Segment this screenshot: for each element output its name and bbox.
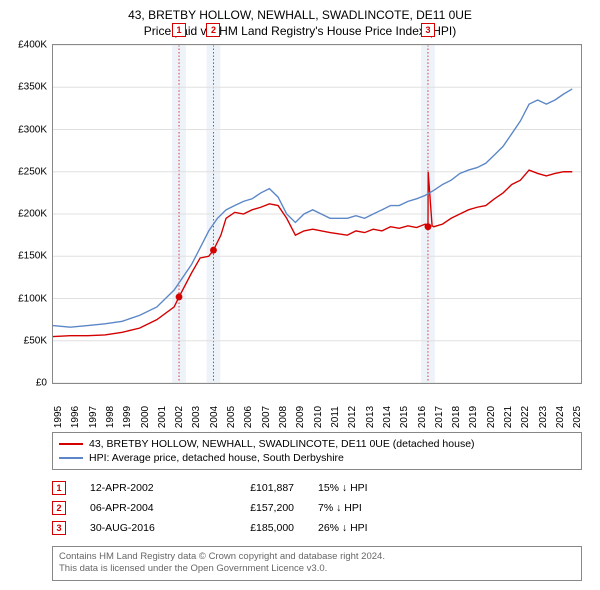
footer-box: Contains HM Land Registry data © Crown c… [52,546,582,581]
x-tick-label: 2002 [174,406,185,428]
y-tick-label: £100K [18,293,47,304]
y-tick-label: £350K [18,82,47,93]
x-tick-label: 2015 [399,406,410,428]
sale-marker-flag: 1 [172,23,186,37]
x-tick-label: 2023 [538,406,549,428]
sale-diff: 15% ↓ HPI [318,482,408,494]
y-tick-label: £150K [18,251,47,262]
sale-row: 1 12-APR-2002 £101,887 15% ↓ HPI [52,478,582,498]
sales-table: 1 12-APR-2002 £101,887 15% ↓ HPI2 06-APR… [52,478,582,538]
x-tick-label: 2007 [261,406,272,428]
legend-label: 43, BRETBY HOLLOW, NEWHALL, SWADLINCOTE,… [89,438,475,450]
x-tick-label: 2011 [330,406,341,428]
legend-box: 43, BRETBY HOLLOW, NEWHALL, SWADLINCOTE,… [52,432,582,470]
x-tick-label: 2004 [209,406,220,428]
x-tick-label: 2021 [503,406,514,428]
x-tick-label: 1996 [70,406,81,428]
x-tick-label: 2025 [572,406,583,428]
title-line2: Price paid vs. HM Land Registry's House … [10,24,590,38]
x-tick-label: 2000 [140,406,151,428]
footer-line1: Contains HM Land Registry data © Crown c… [59,551,575,563]
y-tick-label: £0 [36,378,47,389]
legend-label: HPI: Average price, detached house, Sout… [89,452,344,464]
y-axis: £0£50K£100K£150K£200K£250K£300K£350K£400… [9,45,51,383]
legend-row: HPI: Average price, detached house, Sout… [59,451,575,465]
sale-row: 2 06-APR-2004 £157,200 7% ↓ HPI [52,498,582,518]
x-tick-label: 2017 [434,406,445,428]
y-tick-label: £250K [18,166,47,177]
x-tick-label: 2010 [313,406,324,428]
x-tick-label: 2008 [278,406,289,428]
x-tick-label: 1999 [122,406,133,428]
x-tick-label: 2009 [295,406,306,428]
x-tick-label: 2024 [555,406,566,428]
chart-container: 43, BRETBY HOLLOW, NEWHALL, SWADLINCOTE,… [0,0,600,590]
sale-marker-flag: 3 [421,23,435,37]
plot-area: £0£50K£100K£150K£200K£250K£300K£350K£400… [52,44,582,384]
x-tick-label: 1995 [53,406,64,428]
sale-diff: 7% ↓ HPI [318,502,408,514]
sale-price: £101,887 [214,482,294,494]
sale-row: 3 30-AUG-2016 £185,000 26% ↓ HPI [52,518,582,538]
sale-marker-icon: 2 [52,501,66,515]
title-line1: 43, BRETBY HOLLOW, NEWHALL, SWADLINCOTE,… [10,8,590,22]
x-tick-label: 2019 [468,406,479,428]
x-tick-label: 2016 [417,406,428,428]
sale-date: 06-APR-2004 [90,502,190,514]
x-tick-label: 2012 [347,406,358,428]
x-tick-label: 2001 [157,406,168,428]
y-tick-label: £200K [18,209,47,220]
x-tick-label: 2003 [191,406,202,428]
legend-swatch [59,457,83,459]
sale-marker-flag: 2 [206,23,220,37]
x-tick-label: 2020 [486,406,497,428]
legend-row: 43, BRETBY HOLLOW, NEWHALL, SWADLINCOTE,… [59,437,575,451]
x-axis: 1995 1996 1997 1998 1999 2000 2001 2002 2003 2004… [53,385,581,425]
footer-line2: This data is licensed under the Open Gov… [59,563,575,575]
sale-date: 12-APR-2002 [90,482,190,494]
sale-date: 30-AUG-2016 [90,522,190,534]
x-tick-label: 1998 [105,406,116,428]
x-tick-label: 2006 [243,406,254,428]
sale-marker-icon: 1 [52,481,66,495]
x-tick-label: 2013 [365,406,376,428]
sale-marker-icon: 3 [52,521,66,535]
sale-price: £185,000 [214,522,294,534]
sale-price: £157,200 [214,502,294,514]
y-tick-label: £400K [18,40,47,51]
y-tick-label: £300K [18,124,47,135]
legend-swatch [59,443,83,445]
y-tick-label: £50K [24,335,47,346]
title-block: 43, BRETBY HOLLOW, NEWHALL, SWADLINCOTE,… [10,8,590,38]
x-tick-label: 2022 [520,406,531,428]
x-tick-label: 2018 [451,406,462,428]
x-tick-label: 2014 [382,406,393,428]
sale-diff: 26% ↓ HPI [318,522,408,534]
x-tick-label: 2005 [226,406,237,428]
x-tick-label: 1997 [88,406,99,428]
plot-svg [53,45,581,383]
